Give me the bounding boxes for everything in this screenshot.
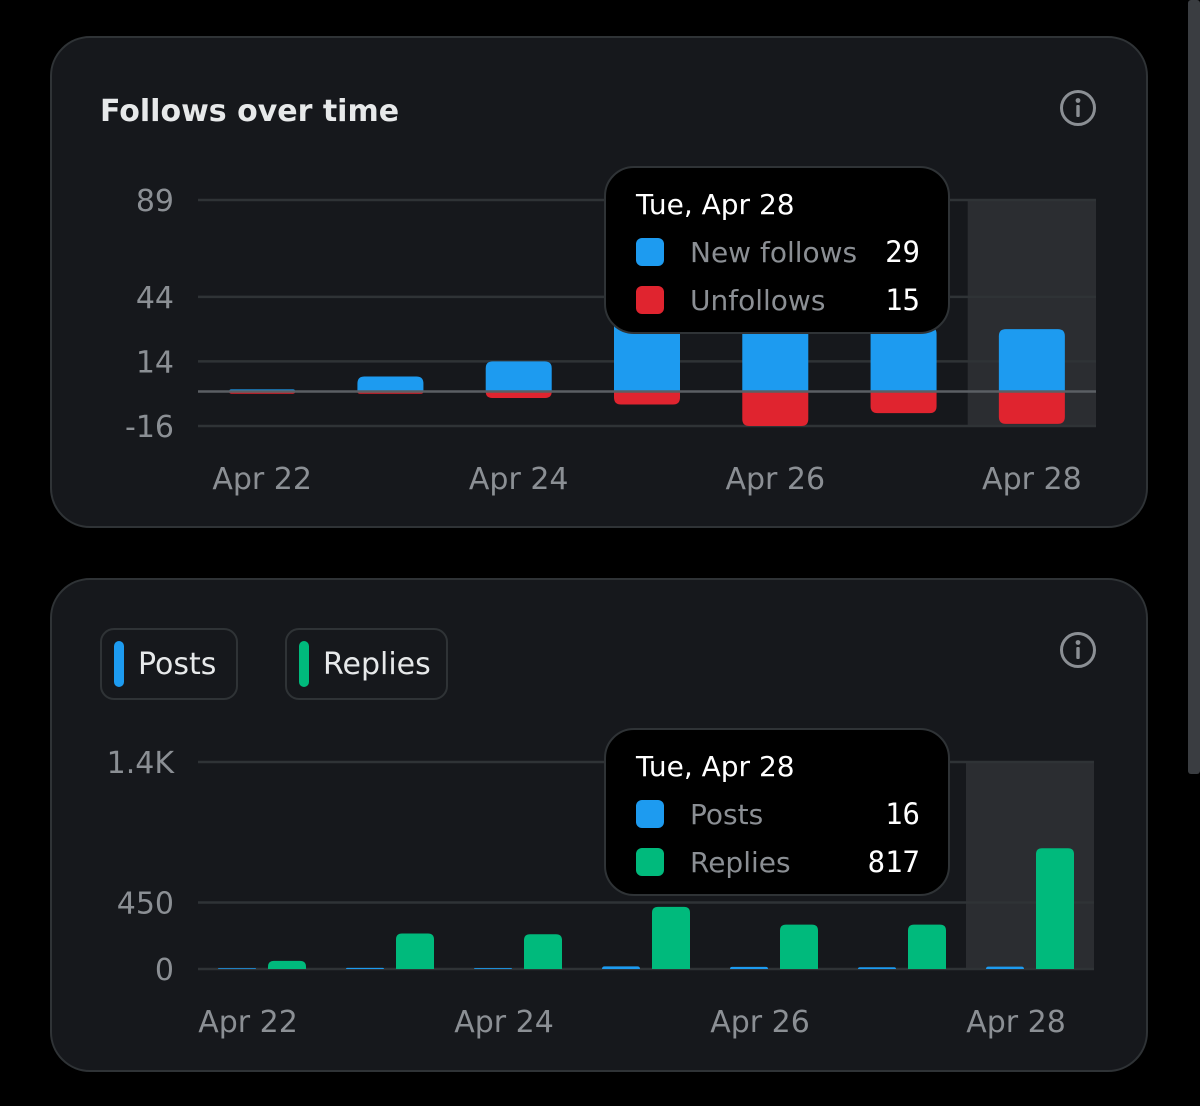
posts-bar <box>346 967 384 969</box>
posts-swatch <box>636 800 664 828</box>
tooltip-value: 817 <box>867 845 920 879</box>
x-tick-label: Apr 26 <box>710 1005 810 1040</box>
tooltip-label: Replies <box>690 845 791 879</box>
unfollows-bar <box>614 391 680 405</box>
unfollows-bar <box>485 391 552 399</box>
tooltip-label: Unfollows <box>690 283 826 317</box>
y-tick-label: 14 <box>136 345 174 380</box>
y-tick-label: 44 <box>136 281 174 316</box>
x-tick-label: Apr 26 <box>725 462 825 497</box>
unfollows-bar <box>870 391 937 414</box>
unfollows-bar <box>998 391 1065 424</box>
tooltip-row-replies: Replies 817 <box>636 838 920 886</box>
posts-bar <box>730 966 768 969</box>
x-tick-label: Apr 28 <box>966 1005 1066 1040</box>
posts-replies-tooltip: Tue, Apr 28 Posts 16 Replies 817 <box>604 728 950 896</box>
posts-bar <box>986 966 1024 969</box>
new-follows-swatch <box>636 238 664 266</box>
posts-toggle[interactable]: Posts <box>100 628 238 700</box>
x-tick-label: Apr 22 <box>198 1005 298 1040</box>
posts-bar <box>602 966 640 969</box>
replies-bar <box>396 933 434 969</box>
new-follows-bar <box>485 361 552 392</box>
scrollbar[interactable] <box>1188 0 1200 774</box>
new-follows-bar <box>870 326 937 392</box>
tooltip-row-new-follows: New follows 29 <box>636 228 920 276</box>
y-tick-label: 1.4K <box>107 746 176 781</box>
tooltip-value: 15 <box>885 283 920 317</box>
info-icon[interactable] <box>1058 630 1098 670</box>
follows-over-time-card: Follows over time <box>50 36 1148 528</box>
unfollows-swatch <box>636 286 664 314</box>
y-tick-label: 450 <box>117 886 174 921</box>
posts-replies-card: Posts Replies <box>50 578 1148 1072</box>
posts-swatch <box>114 641 124 687</box>
posts-bar <box>858 967 896 969</box>
replies-bar <box>524 934 562 969</box>
replies-bar <box>268 960 306 969</box>
tooltip-date: Tue, Apr 28 <box>636 750 795 783</box>
x-tick-label: Apr 24 <box>469 462 569 497</box>
posts-bar <box>474 968 512 969</box>
x-tick-label: Apr 22 <box>212 462 312 497</box>
new-follows-bar <box>357 376 424 392</box>
info-icon[interactable] <box>1058 88 1098 128</box>
x-tick-label: Apr 24 <box>454 1005 554 1040</box>
replies-bar <box>908 924 946 969</box>
tooltip-label: New follows <box>690 235 858 269</box>
x-tick-label: Apr 28 <box>982 462 1082 497</box>
tooltip-row-posts: Posts 16 <box>636 790 920 838</box>
y-tick-label: -16 <box>125 410 174 445</box>
follows-tooltip: Tue, Apr 28 New follows 29 Unfollows 15 <box>604 166 950 334</box>
tooltip-label: Posts <box>690 797 764 831</box>
unfollows-bar <box>742 391 809 426</box>
card-title: Follows over time <box>100 94 400 129</box>
replies-bar <box>652 906 690 969</box>
tooltip-row-unfollows: Unfollows 15 <box>636 276 920 324</box>
highlight-band <box>966 762 1094 969</box>
tooltip-value: 16 <box>885 797 920 831</box>
posts-bar <box>218 968 256 969</box>
new-follows-bar <box>998 329 1065 392</box>
posts-toggle-label: Posts <box>138 646 217 682</box>
y-tick-label: 0 <box>155 953 174 988</box>
replies-swatch <box>299 641 309 687</box>
replies-toggle-label: Replies <box>323 646 431 682</box>
replies-swatch <box>636 848 664 876</box>
replies-bar <box>1036 848 1074 969</box>
replies-toggle[interactable]: Replies <box>285 628 448 700</box>
tooltip-date: Tue, Apr 28 <box>636 188 795 221</box>
replies-bar <box>780 924 818 969</box>
y-tick-label: 89 <box>136 184 174 219</box>
tooltip-value: 29 <box>885 235 920 269</box>
